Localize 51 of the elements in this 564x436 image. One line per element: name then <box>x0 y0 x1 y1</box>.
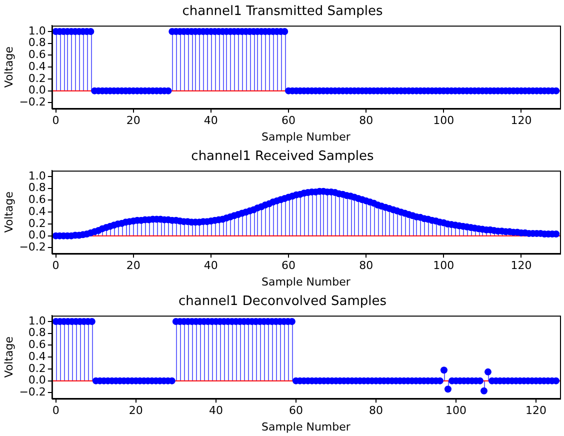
x-tick-label: 0 <box>52 259 60 272</box>
x-tick-label: 0 <box>52 114 60 128</box>
y-tick-label: 0.2 <box>28 72 46 85</box>
y-tick-label: 0.4 <box>28 350 46 363</box>
x-tick-label: 20 <box>126 259 140 272</box>
x-tick-label: 80 <box>359 259 374 272</box>
y-axis-title: Voltage <box>2 191 16 233</box>
x-tick-label: 0 <box>52 404 60 418</box>
x-tick-label: 80 <box>359 114 374 128</box>
x-tick-label: 40 <box>208 404 223 418</box>
chart-title: channel1 Transmitted Samples <box>182 4 384 20</box>
y-axis-title: Voltage <box>2 336 16 378</box>
x-tick-label: 120 <box>510 114 532 128</box>
chart-title: channel1 Received Samples <box>191 149 374 164</box>
y-tick-label: 1.0 <box>28 169 46 182</box>
y-tick-label: 0.6 <box>28 338 46 352</box>
x-tick-label: 60 <box>288 404 303 418</box>
x-tick-label: 100 <box>433 259 454 272</box>
y-tick-label: 1.0 <box>28 24 46 38</box>
y-tick-label: 0.8 <box>28 181 46 194</box>
y-tick-label: 1.0 <box>28 314 46 328</box>
y-tick-label: 0.8 <box>28 36 46 50</box>
x-tick-label: 120 <box>510 259 532 272</box>
x-tick-label: 40 <box>204 259 218 272</box>
x-tick-label: 80 <box>368 404 383 418</box>
y-axis-title: Voltage <box>2 46 16 88</box>
y-tick-label: 0.2 <box>28 216 46 230</box>
x-axis-title: Sample Number <box>261 130 351 144</box>
x-tick-label: 120 <box>525 404 546 418</box>
x-tick-label: 60 <box>282 259 296 272</box>
y-tick-label: 0.4 <box>28 60 46 73</box>
y-tick-label: 0.0 <box>28 228 46 242</box>
x-tick-label: 20 <box>126 114 140 128</box>
y-tick-label: 0.4 <box>28 204 46 218</box>
x-tick-label: 100 <box>445 404 466 418</box>
x-tick-label: 100 <box>433 114 454 128</box>
x-tick-label: 20 <box>128 404 143 418</box>
y-tick-label: −0.2 <box>19 96 46 109</box>
y-tick-label: 0.2 <box>28 362 46 375</box>
x-axis-title: Sample Number <box>261 420 351 434</box>
y-tick-label: 0.0 <box>28 84 46 97</box>
chart-title: channel1 Deconvolved Samples <box>178 294 387 310</box>
x-tick-label: 60 <box>282 114 296 128</box>
y-tick-label: −0.2 <box>19 240 46 254</box>
y-tick-label: 0.0 <box>28 374 46 387</box>
y-tick-label: 0.6 <box>28 193 46 206</box>
x-tick-label: 40 <box>204 114 218 128</box>
y-tick-label: 0.6 <box>28 48 46 62</box>
y-tick-label: 0.8 <box>28 326 46 340</box>
y-tick-label: −0.2 <box>19 386 46 399</box>
x-axis-title: Sample Number <box>261 275 351 288</box>
